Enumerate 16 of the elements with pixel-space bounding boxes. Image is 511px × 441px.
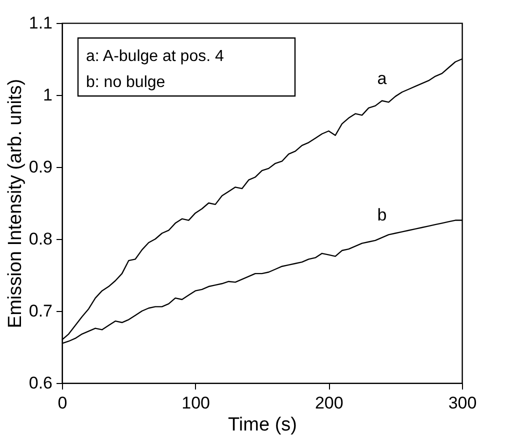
y-tick-label: 0.8 [28, 230, 52, 248]
series-label: b [377, 206, 387, 225]
annotation: a: A-bulge at pos. 4 [86, 48, 224, 65]
x-tick-label: 0 [58, 394, 68, 412]
y-tick-label: 1.1 [28, 14, 52, 32]
x-tick-label: 100 [182, 394, 210, 412]
series-label: a [377, 68, 388, 88]
x-tick-label: 300 [448, 394, 477, 412]
y-axis-title: Emission Intensity (arb. units) [4, 78, 26, 328]
y-tick-label: 0.9 [28, 158, 52, 176]
annotation: b: no bulge [86, 74, 166, 91]
y-tick-label: 0.6 [28, 374, 52, 392]
y-tick-label: 1 [43, 86, 52, 104]
x-tick-label: 200 [314, 394, 344, 412]
y-tick-label: 0.7 [28, 302, 52, 320]
x-axis-title: Time (s) [228, 414, 297, 436]
